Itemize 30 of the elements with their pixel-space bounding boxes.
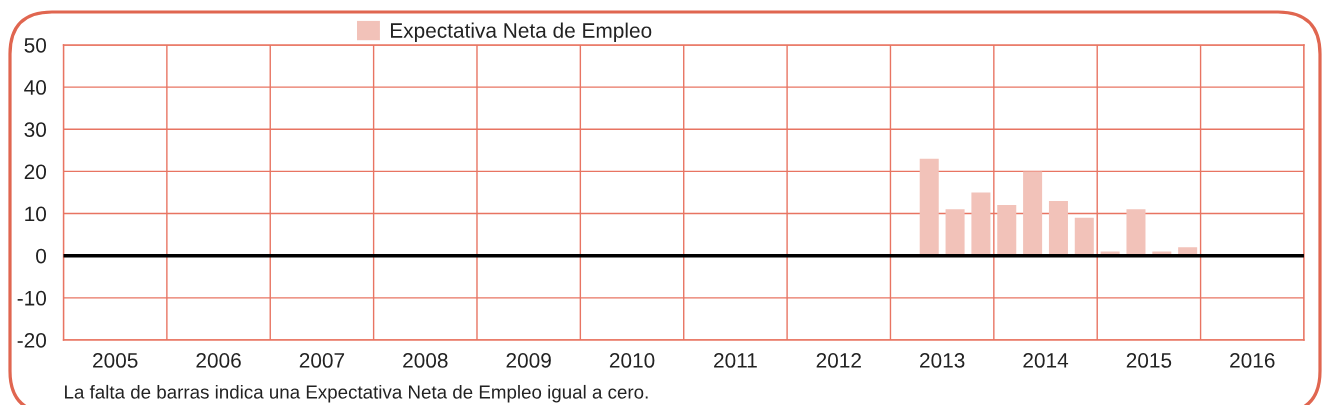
x-tick-label: 2012 <box>816 353 861 368</box>
x-tick-label: 2007 <box>299 353 345 368</box>
x-tick-label: 2016 <box>1230 353 1275 368</box>
y-tick-label: 20 <box>24 164 47 180</box>
x-tick-label: 2015 <box>1126 353 1172 368</box>
bar <box>945 209 965 256</box>
y-tick-label: 30 <box>24 122 47 138</box>
y-tick-label: -20 <box>17 333 47 348</box>
y-tick-label: 50 <box>24 37 47 53</box>
x-tick-label: 2013 <box>920 353 965 368</box>
y-tick-label: 0 <box>36 248 47 264</box>
bar <box>1074 217 1094 256</box>
y-tick-label: 10 <box>25 206 47 222</box>
x-tick-label: 2011 <box>714 353 757 368</box>
bar <box>919 158 939 256</box>
x-tick-label: 2005 <box>93 353 138 368</box>
x-tick-label: 2009 <box>506 353 551 368</box>
x-tick-label: 2006 <box>196 353 241 368</box>
x-tick-label: 2008 <box>403 353 448 368</box>
y-tick-label: -10 <box>17 290 47 306</box>
bar <box>1023 171 1043 256</box>
x-tick-label: 2010 <box>609 353 655 368</box>
bar <box>1126 209 1146 256</box>
bar <box>971 192 991 256</box>
bar <box>1048 200 1068 256</box>
y-tick-label: 40 <box>24 80 47 95</box>
text: La falta de barras indica una Expectativa Neta de Empleo igual a cero. <box>65 384 648 403</box>
bar <box>997 205 1017 256</box>
legend-label: Expectativa Neta de Empleo <box>390 22 652 42</box>
x-tick-label: 2014 <box>1023 353 1069 368</box>
